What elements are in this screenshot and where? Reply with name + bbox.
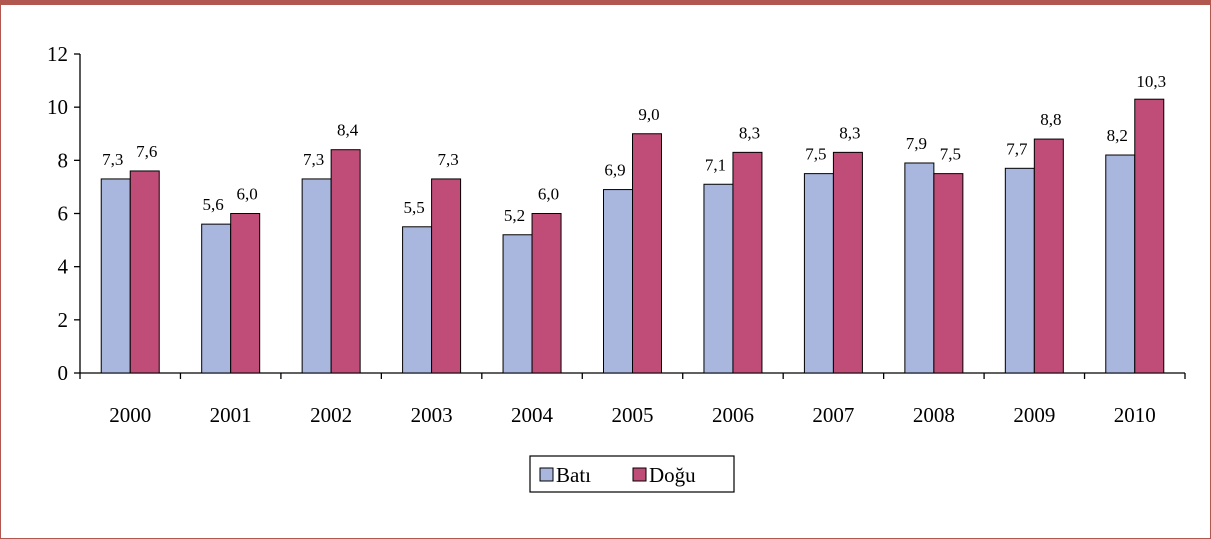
bar-bati [1105,154,1136,374]
bar-dogu [230,213,261,374]
y-tick-label: 10 [47,95,68,119]
bar-dogu [933,173,964,374]
data-label: 9,0 [638,105,659,124]
y-tick-label: 12 [47,42,68,66]
x-tick-label: 2003 [411,403,453,427]
data-label: 5,5 [403,198,424,217]
bar-dogu [1134,98,1165,374]
data-label: 5,2 [504,206,525,225]
x-tick-label: 2005 [612,403,654,427]
x-tick-label: 2002 [310,403,352,427]
bar-bati [1004,167,1035,374]
data-label: 7,3 [303,150,324,169]
bar-dogu [632,133,662,374]
bar-bati [603,189,633,374]
data-label: 6,9 [604,161,625,180]
data-label: 7,9 [906,134,927,153]
x-tick-label: 2006 [712,403,754,427]
x-tick-label: 2007 [812,403,854,427]
bar-dogu [732,151,763,374]
data-label: 7,3 [102,150,123,169]
data-label: 8,4 [337,121,359,140]
y-tick-label: 4 [58,255,69,279]
data-label: 7,3 [437,150,458,169]
data-label: 7,1 [705,155,726,174]
bar-dogu [431,178,462,374]
x-tick-label: 2001 [210,403,252,427]
data-label: 7,6 [136,142,157,161]
x-tick-label: 2000 [109,403,151,427]
data-label: 5,6 [203,195,224,214]
data-label: 8,2 [1107,126,1128,145]
data-label: 8,3 [839,123,860,142]
x-tick-label: 2009 [1013,403,1055,427]
bar-bati [402,226,433,374]
bar-dogu [531,213,562,374]
bar-dogu [330,149,361,374]
legend-label-bati: Batı [556,463,591,487]
x-tick-label: 2010 [1114,403,1156,427]
data-label: 6,0 [538,185,559,204]
y-tick-label: 6 [58,202,69,226]
y-tick-label: 0 [58,361,69,385]
data-label: 7,5 [940,145,961,164]
data-label: 6,0 [237,185,258,204]
legend-label-dogu: Doğu [649,463,696,487]
data-label: 7,7 [1006,139,1028,158]
data-label: 7,5 [805,145,826,164]
bar-bati [803,173,834,374]
bar-bati [904,162,935,374]
bar-dogu [1033,138,1064,374]
x-tick-label: 2008 [913,403,955,427]
y-tick-label: 2 [58,308,69,332]
legend [529,455,735,493]
bar-bati [703,183,734,374]
legend-swatch-bati [539,467,554,482]
data-label: 8,3 [739,123,760,142]
bar-bati [201,223,232,374]
bar-dogu [129,170,160,374]
y-tick-label: 8 [58,148,69,172]
data-label: 8,8 [1040,110,1061,129]
bar-bati [100,178,131,374]
x-tick-label: 2004 [511,403,554,427]
bar-dogu [832,151,863,374]
data-label: 10,3 [1136,72,1166,91]
legend-swatch-dogu [632,467,647,482]
bar-bati [301,178,332,374]
bar-bati [502,234,533,374]
